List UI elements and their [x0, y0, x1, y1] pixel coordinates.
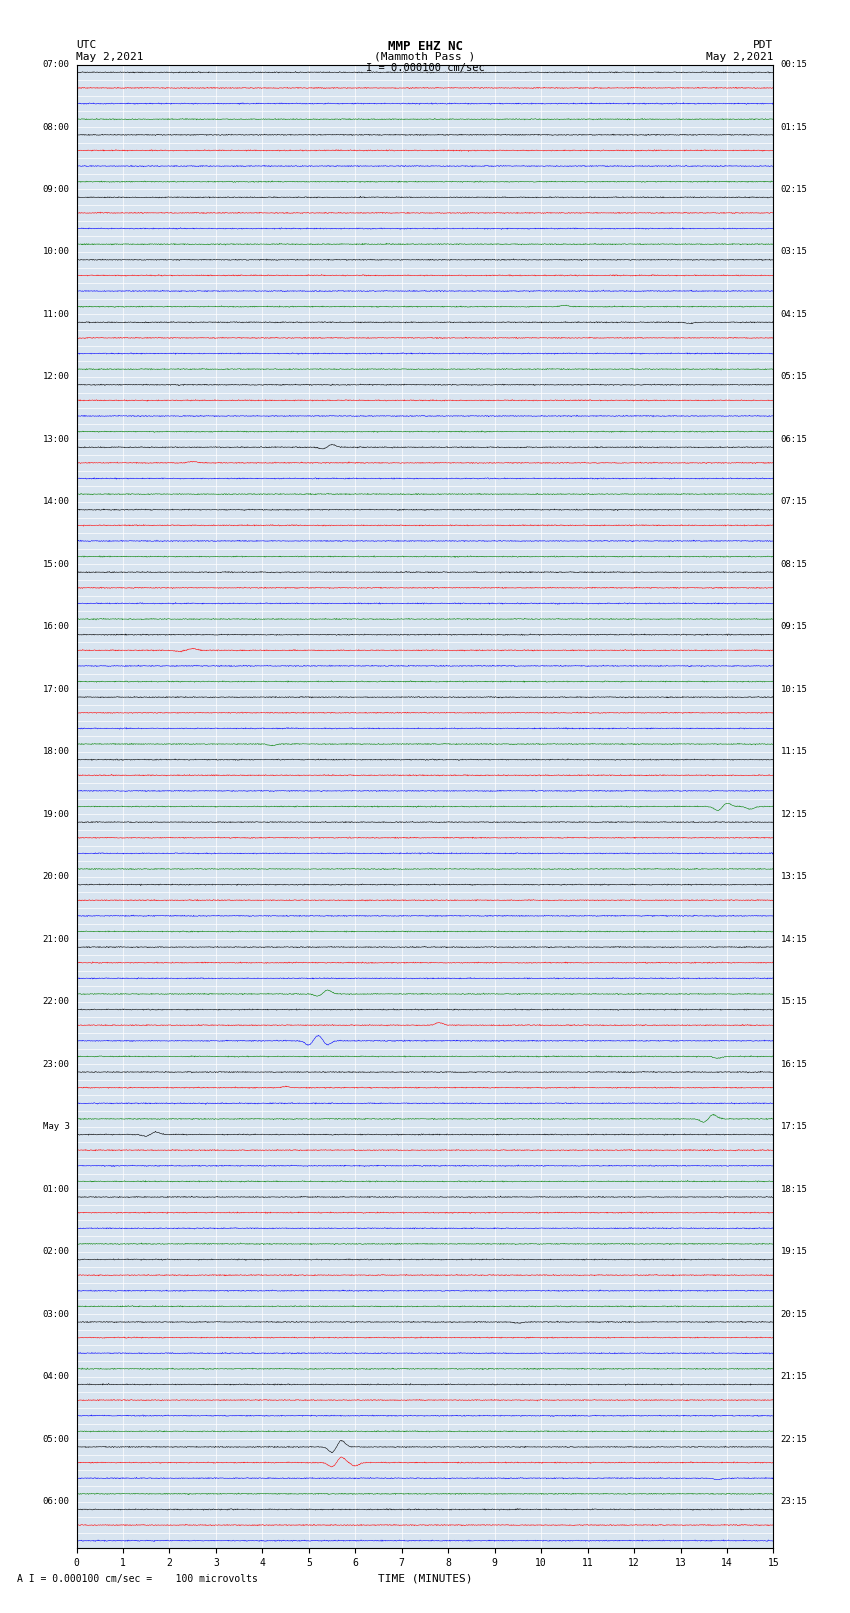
- Text: 19:00: 19:00: [42, 810, 70, 819]
- Text: 11:00: 11:00: [42, 310, 70, 319]
- Text: 12:00: 12:00: [42, 373, 70, 381]
- Text: 02:00: 02:00: [42, 1247, 70, 1257]
- Text: 10:00: 10:00: [42, 247, 70, 256]
- Text: 21:00: 21:00: [42, 936, 70, 944]
- Text: 23:00: 23:00: [42, 1060, 70, 1069]
- Text: May 3: May 3: [42, 1123, 70, 1131]
- Text: May 2,2021: May 2,2021: [706, 52, 774, 61]
- Text: 21:15: 21:15: [780, 1373, 808, 1381]
- Text: 04:15: 04:15: [780, 310, 808, 319]
- Text: 17:00: 17:00: [42, 686, 70, 694]
- Text: 05:15: 05:15: [780, 373, 808, 381]
- Text: 11:15: 11:15: [780, 747, 808, 756]
- Text: 07:00: 07:00: [42, 60, 70, 69]
- Text: 12:15: 12:15: [780, 810, 808, 819]
- Text: 20:00: 20:00: [42, 873, 70, 881]
- Text: 18:15: 18:15: [780, 1184, 808, 1194]
- Text: 01:00: 01:00: [42, 1184, 70, 1194]
- Text: 06:15: 06:15: [780, 436, 808, 444]
- X-axis label: TIME (MINUTES): TIME (MINUTES): [377, 1574, 473, 1584]
- Text: 15:15: 15:15: [780, 997, 808, 1007]
- Text: 13:15: 13:15: [780, 873, 808, 881]
- Text: (Mammoth Pass ): (Mammoth Pass ): [374, 52, 476, 61]
- Text: 02:15: 02:15: [780, 185, 808, 194]
- Text: 07:15: 07:15: [780, 497, 808, 506]
- Text: 06:00: 06:00: [42, 1497, 70, 1507]
- Text: 00:15: 00:15: [780, 60, 808, 69]
- Text: 05:00: 05:00: [42, 1434, 70, 1444]
- Text: 08:15: 08:15: [780, 560, 808, 569]
- Text: May 2,2021: May 2,2021: [76, 52, 144, 61]
- Text: 10:15: 10:15: [780, 686, 808, 694]
- Text: 14:00: 14:00: [42, 497, 70, 506]
- Text: 22:00: 22:00: [42, 997, 70, 1007]
- Text: 04:00: 04:00: [42, 1373, 70, 1381]
- Text: 14:15: 14:15: [780, 936, 808, 944]
- Text: 16:00: 16:00: [42, 623, 70, 631]
- Text: 09:15: 09:15: [780, 623, 808, 631]
- Text: 01:15: 01:15: [780, 123, 808, 132]
- Text: 16:15: 16:15: [780, 1060, 808, 1069]
- Text: 19:15: 19:15: [780, 1247, 808, 1257]
- Text: 15:00: 15:00: [42, 560, 70, 569]
- Text: 18:00: 18:00: [42, 747, 70, 756]
- Text: 13:00: 13:00: [42, 436, 70, 444]
- Text: UTC: UTC: [76, 40, 97, 50]
- Text: 23:15: 23:15: [780, 1497, 808, 1507]
- Text: 17:15: 17:15: [780, 1123, 808, 1131]
- Text: 03:00: 03:00: [42, 1310, 70, 1319]
- Text: A I = 0.000100 cm/sec =    100 microvolts: A I = 0.000100 cm/sec = 100 microvolts: [17, 1574, 258, 1584]
- Text: 20:15: 20:15: [780, 1310, 808, 1319]
- Text: PDT: PDT: [753, 40, 774, 50]
- Text: MMP EHZ NC: MMP EHZ NC: [388, 40, 462, 53]
- Text: 08:00: 08:00: [42, 123, 70, 132]
- Text: 22:15: 22:15: [780, 1434, 808, 1444]
- Text: I = 0.000100 cm/sec: I = 0.000100 cm/sec: [366, 63, 484, 73]
- Text: 03:15: 03:15: [780, 247, 808, 256]
- Text: 09:00: 09:00: [42, 185, 70, 194]
